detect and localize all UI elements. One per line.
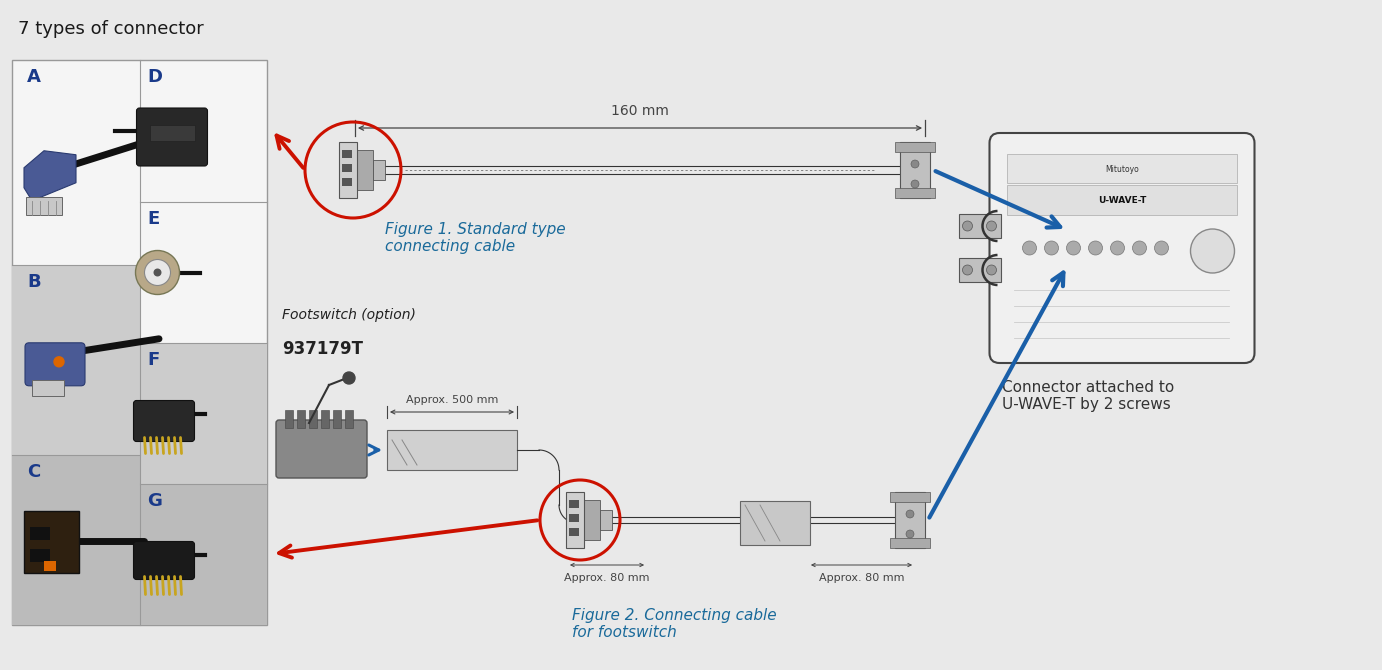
Circle shape — [962, 265, 973, 275]
Bar — [12, 455, 140, 625]
Text: F: F — [148, 351, 160, 369]
Bar — [285, 410, 293, 428]
Circle shape — [1089, 241, 1103, 255]
Circle shape — [1154, 241, 1169, 255]
Text: Figure 1. Standard type
connecting cable: Figure 1. Standard type connecting cable — [386, 222, 565, 255]
Bar — [896, 142, 936, 152]
Text: 160 mm: 160 mm — [611, 104, 669, 118]
Circle shape — [153, 269, 162, 277]
Circle shape — [1190, 229, 1234, 273]
FancyBboxPatch shape — [1007, 154, 1237, 183]
Bar — [739, 501, 810, 545]
Text: Mitutoyo: Mitutoyo — [1106, 165, 1139, 174]
Text: Approx. 500 mm: Approx. 500 mm — [406, 395, 498, 405]
Circle shape — [987, 265, 996, 275]
Circle shape — [907, 510, 914, 518]
Circle shape — [962, 221, 973, 231]
Bar — [321, 410, 329, 428]
Bar — [26, 197, 62, 215]
Text: G: G — [148, 492, 162, 510]
Bar — [310, 410, 316, 428]
Text: Approx. 80 mm: Approx. 80 mm — [818, 573, 904, 583]
Text: Footswitch (option): Footswitch (option) — [282, 308, 416, 322]
Circle shape — [54, 357, 64, 366]
Bar — [333, 410, 341, 428]
Circle shape — [1111, 241, 1125, 255]
Bar — [896, 188, 936, 198]
Bar — [567, 492, 585, 548]
Circle shape — [1023, 241, 1036, 255]
Bar — [12, 265, 140, 455]
Bar — [341, 178, 352, 186]
Bar — [23, 511, 79, 574]
Bar — [140, 484, 267, 625]
Text: E: E — [148, 210, 160, 228]
Circle shape — [987, 221, 996, 231]
Circle shape — [145, 259, 170, 285]
Text: 7 types of connector: 7 types of connector — [18, 20, 203, 38]
Bar — [569, 514, 579, 522]
Bar — [44, 561, 57, 572]
Bar — [890, 538, 930, 548]
Text: A: A — [28, 68, 41, 86]
FancyBboxPatch shape — [1007, 185, 1237, 215]
Bar — [569, 528, 579, 536]
Text: Connector attached to
U-WAVE-T by 2 screws: Connector attached to U-WAVE-T by 2 scre… — [1002, 380, 1175, 413]
Circle shape — [911, 180, 919, 188]
Circle shape — [343, 372, 355, 384]
Circle shape — [1067, 241, 1081, 255]
Text: D: D — [148, 68, 163, 86]
Circle shape — [907, 530, 914, 538]
Bar — [387, 430, 517, 470]
Bar — [32, 380, 64, 396]
Bar — [12, 60, 267, 625]
Bar — [580, 500, 600, 540]
Text: C: C — [28, 463, 40, 481]
Bar — [339, 142, 357, 198]
Bar — [896, 492, 925, 548]
Text: B: B — [28, 273, 40, 291]
Bar — [346, 410, 352, 428]
Bar — [30, 549, 50, 562]
Bar — [959, 258, 1002, 282]
FancyBboxPatch shape — [134, 401, 195, 442]
Circle shape — [1132, 241, 1147, 255]
Bar — [297, 410, 305, 428]
Text: Figure 2. Connecting cable
for footswitch: Figure 2. Connecting cable for footswitc… — [572, 608, 777, 641]
Bar — [341, 164, 352, 172]
FancyBboxPatch shape — [137, 108, 207, 166]
Bar — [600, 510, 612, 530]
FancyBboxPatch shape — [276, 420, 368, 478]
Bar — [890, 492, 930, 502]
Bar — [30, 527, 50, 541]
FancyBboxPatch shape — [134, 541, 195, 580]
Bar — [569, 500, 579, 508]
Bar — [341, 150, 352, 158]
Text: 937179T: 937179T — [282, 340, 363, 358]
FancyBboxPatch shape — [990, 133, 1255, 363]
Text: Approx. 80 mm: Approx. 80 mm — [564, 573, 650, 583]
Bar — [149, 125, 195, 141]
Bar — [900, 142, 930, 198]
FancyBboxPatch shape — [25, 343, 86, 386]
Polygon shape — [23, 151, 76, 201]
Circle shape — [1045, 241, 1059, 255]
Bar — [373, 160, 386, 180]
Circle shape — [135, 251, 180, 295]
Circle shape — [911, 160, 919, 168]
Bar — [352, 150, 373, 190]
Text: U-WAVE-T: U-WAVE-T — [1097, 196, 1146, 204]
Bar — [959, 214, 1002, 238]
Bar — [140, 343, 267, 484]
